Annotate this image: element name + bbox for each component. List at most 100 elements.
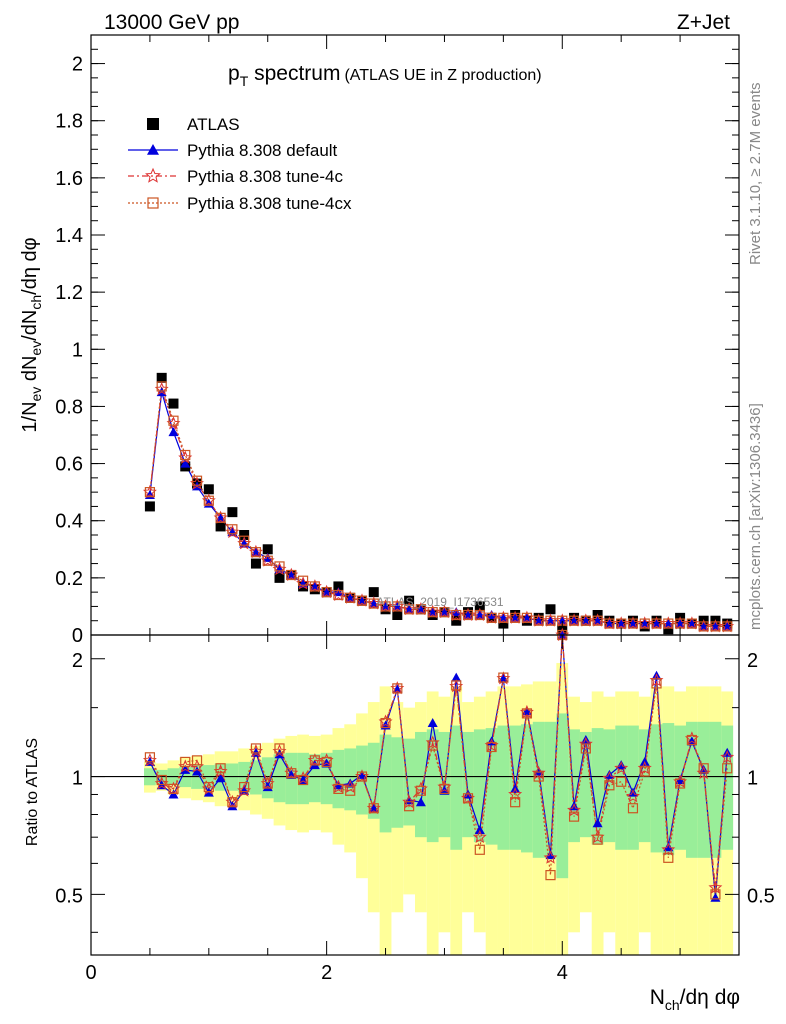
ratio-tune4cx-marker: [191, 755, 203, 766]
tune4cx-marker: [486, 612, 497, 623]
atlas-data-point: [333, 581, 344, 592]
default-marker: [333, 587, 344, 597]
ratio-band-green: [721, 725, 734, 850]
main-y-tick-label: 1.2: [55, 282, 83, 304]
ratio-tune4cx-marker: [262, 778, 273, 789]
tune4cx-marker: [510, 612, 521, 623]
ratio-tune4cx-marker: [521, 708, 533, 719]
x-axis-label: Nch/dη dφ: [650, 986, 740, 1013]
ratio-tune4cx-marker: [392, 683, 403, 694]
ratio-band-green: [367, 742, 380, 819]
ratio-default-marker: [710, 892, 721, 902]
legend-label: Pythia 8.308 tune-4cx: [187, 194, 352, 213]
atlas-data-point: [156, 372, 167, 383]
ratio-tune4cx-marker: [568, 811, 580, 822]
legend-label: ATLAS: [187, 115, 240, 134]
atlas-data-point: [392, 610, 403, 620]
ratio-tune4cx-marker: [474, 844, 485, 855]
main-y-tick-label: 0.2: [55, 568, 83, 590]
tune4cx-marker: [698, 621, 709, 632]
tune4cx-marker: [392, 601, 403, 612]
tune4cx-marker: [144, 487, 156, 498]
ratio-tune4c-marker: [614, 761, 629, 775]
atlas-data-point: [368, 587, 379, 598]
ratio-y-tick-label-right: 0.5: [747, 885, 775, 907]
atlas-data-point: [274, 572, 285, 583]
tune4cx-marker: [415, 604, 426, 615]
main-y-tick-label: 2: [72, 54, 83, 76]
ratio-tune4cx-marker: [144, 752, 156, 763]
tune4cx-marker: [239, 535, 250, 546]
tune4cx-marker: [180, 449, 191, 461]
tune4cx-marker: [686, 618, 697, 629]
tune4cx-marker: [156, 381, 167, 392]
analysis-watermark: ATLAS_2019_I1736531: [376, 595, 504, 609]
header-process: Z+Jet: [677, 11, 730, 34]
tune4cx-marker: [462, 609, 474, 621]
ratio-y-tick-label: 2: [72, 650, 83, 672]
ratio-y-tick-label: 1: [72, 768, 83, 790]
tune4cx-marker: [380, 601, 391, 612]
ratio-band-green: [250, 760, 262, 795]
ratio-y-tick-label-right: 1: [747, 768, 758, 790]
ratio-default-marker: [663, 842, 674, 852]
tune4cx-marker: [333, 589, 344, 601]
ratio-default-marker: [427, 718, 438, 728]
tune4cx-marker: [427, 607, 438, 618]
ratio-tune4cx-marker: [168, 783, 179, 795]
title-rest: spectrum: [248, 62, 340, 85]
ratio-tune4cx-marker: [380, 717, 391, 729]
ratio-tune4c-marker: [343, 779, 358, 793]
ratio-tune4c-marker: [402, 794, 417, 809]
ratio-tune4cx-marker: [710, 889, 721, 900]
atlas-data-point: [262, 544, 273, 555]
tune4cx-marker: [568, 615, 580, 626]
tune4cx-marker: [521, 612, 533, 623]
legend-atlas-marker: [147, 118, 159, 130]
ratio-default-marker: [616, 760, 627, 770]
atlas-data-point: [474, 601, 485, 612]
ratio-band-green: [403, 738, 415, 826]
tune4cx-marker: [439, 607, 450, 618]
ratio-default-marker: [298, 774, 309, 784]
ratio-tune4cx-marker: [486, 741, 497, 753]
ratio-band-green: [273, 754, 286, 803]
main-y-tick-label: 0.8: [55, 396, 83, 418]
ratio-x-tick-label: 4: [557, 962, 568, 984]
ratio-panel-frame: [90, 634, 740, 956]
ratio-tune4cx-marker: [239, 781, 250, 793]
tune4cx-marker: [345, 592, 356, 603]
ratio-band-green: [638, 729, 651, 843]
legend-label: Pythia 8.308 default: [187, 141, 338, 160]
ratio-tune4cx-marker: [345, 785, 356, 796]
ratio-tune4cx-marker: [580, 743, 591, 754]
atlas-data-point: [451, 615, 462, 626]
ratio-tune4c-marker: [578, 736, 593, 751]
ratio-tune4cx-marker: [356, 771, 368, 782]
ratio-tune4cx-marker: [203, 781, 214, 793]
ratio-axes: 0.5 0.5 1 1 2 2 0 2 4: [55, 635, 775, 984]
tune4cx-marker: [451, 609, 462, 621]
ratio-tune4cx-marker: [627, 803, 639, 814]
tune4cx-marker: [286, 569, 297, 581]
main-y-tick-label: 0.4: [55, 511, 83, 533]
tune4cx-marker: [191, 475, 203, 486]
ratio-tune4c-marker: [472, 829, 487, 844]
ratio-tune4c-marker: [531, 765, 546, 780]
ratio-tune4cx-marker: [651, 678, 662, 689]
legend-tune4cx-marker: [147, 197, 159, 209]
ratio-tune4cx-marker: [663, 852, 674, 863]
ratio-tune4c-marker: [661, 842, 676, 856]
ratio-default-marker: [192, 766, 203, 776]
default-marker: [168, 427, 179, 437]
ratio-band-green: [320, 752, 333, 805]
ratio-band-green: [450, 725, 463, 850]
ratio-tune4c-marker: [626, 789, 640, 803]
ratio-tune4c-marker: [567, 802, 582, 817]
ratio-band-green: [426, 729, 439, 843]
tune4cx-marker: [203, 495, 214, 506]
tune4cx-marker: [309, 581, 320, 592]
ratio-x-tick-label: 2: [321, 962, 332, 984]
tune4cx-marker: [250, 547, 262, 558]
